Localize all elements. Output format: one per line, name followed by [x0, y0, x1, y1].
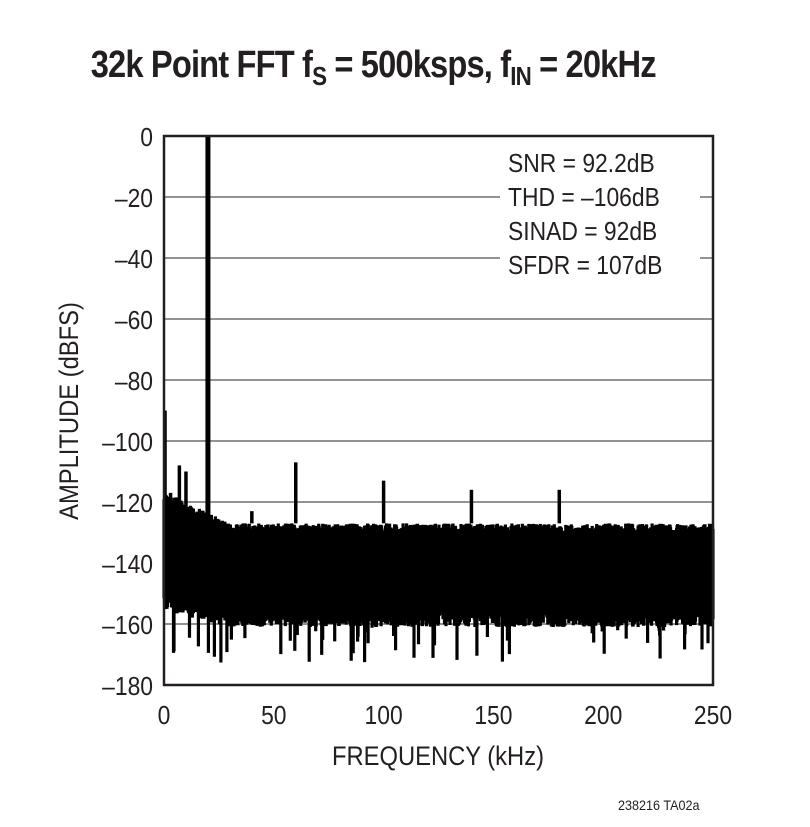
metric-label: SINAD = 92dB: [508, 218, 657, 247]
y-tick-label: 0: [140, 124, 153, 153]
y-tick-label: –180: [102, 673, 153, 702]
y-axis-label: AMPLITUDE (dBFS): [55, 302, 85, 520]
figure-id: 238216 TA02a: [618, 797, 700, 813]
y-tick-labels: 0 –20 –40 –60 –80 –100 –120 –140 –160 –180: [102, 124, 153, 702]
chart-title: 32k Point FFT fS = 500ksps, fIN = 20kHz: [90, 44, 657, 91]
metric-label: SFDR = 107dB: [508, 252, 662, 281]
plot-frame: [162, 134, 715, 687]
metric-label: THD = –106dB: [508, 184, 660, 213]
y-tick-label: –80: [115, 368, 153, 397]
y-tick-label: –140: [102, 551, 153, 580]
y-tick-label: –100: [102, 429, 153, 458]
y-tick-label: –120: [102, 490, 153, 519]
x-axis-label: FREQUENCY (kHz): [332, 742, 544, 772]
metrics-annotation: SNR = 92.2dB THD = –106dB SINAD = 92dB SFDR…: [500, 147, 700, 280]
y-tick-label: –60: [115, 307, 153, 336]
x-tick-label: 200: [584, 702, 622, 731]
spectrum-trace: [162, 136, 715, 663]
x-tick-label: 50: [261, 702, 286, 731]
y-tick-label: –20: [115, 185, 153, 214]
x-tick-label: 0: [158, 702, 171, 731]
x-tick-labels: 0 50 100 150 200 250: [158, 702, 732, 731]
metric-label: SNR = 92.2dB: [508, 150, 655, 179]
y-tick-label: –40: [115, 246, 153, 275]
y-tick-label: –160: [102, 612, 153, 641]
x-tick-label: 100: [365, 702, 403, 731]
x-tick-label: 250: [694, 702, 732, 731]
x-tick-label: 150: [474, 702, 512, 731]
